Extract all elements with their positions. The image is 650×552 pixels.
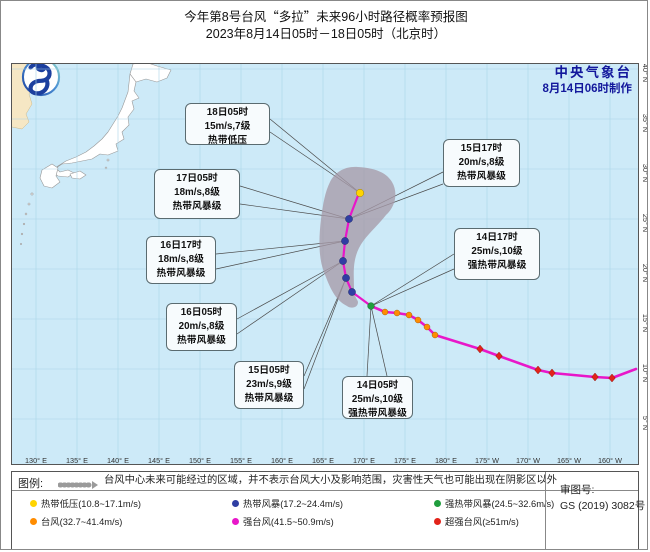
svg-text:160° W: 160° W (598, 456, 622, 465)
svg-text:40° N: 40° N (641, 64, 648, 82)
svg-text:150° E: 150° E (189, 456, 211, 465)
svg-text:135° E: 135° E (66, 456, 88, 465)
svg-text:30° N: 30° N (641, 164, 648, 182)
svg-text:165° W: 165° W (557, 456, 581, 465)
svg-text:170° W: 170° W (516, 456, 540, 465)
svg-text:145° E: 145° E (148, 456, 170, 465)
svg-text:35° N: 35° N (641, 114, 648, 132)
svg-text:20° N: 20° N (641, 264, 648, 282)
svg-text:165° E: 165° E (312, 456, 334, 465)
svg-text:175° E: 175° E (394, 456, 416, 465)
svg-text:170° E: 170° E (353, 456, 375, 465)
svg-text:180° E: 180° E (435, 456, 457, 465)
svg-text:10° N: 10° N (641, 364, 648, 382)
svg-text:140° E: 140° E (107, 456, 129, 465)
svg-text:25° N: 25° N (641, 214, 648, 232)
svg-text:175° W: 175° W (475, 456, 499, 465)
svg-text:155° E: 155° E (230, 456, 252, 465)
svg-text:130° E: 130° E (25, 456, 47, 465)
svg-text:5° N: 5° N (641, 416, 648, 430)
svg-text:160° E: 160° E (271, 456, 293, 465)
svg-text:15° N: 15° N (641, 314, 648, 332)
